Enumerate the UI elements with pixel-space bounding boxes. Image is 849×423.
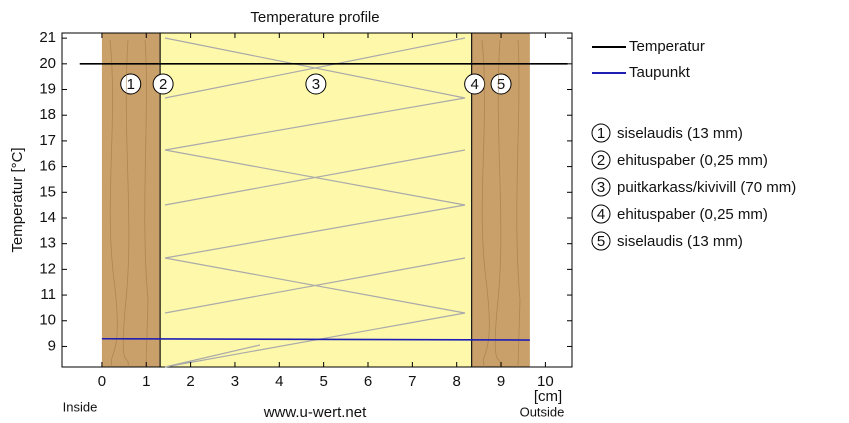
layer-number: 4 (470, 76, 478, 93)
y-tick-label: 21 (39, 29, 56, 46)
layer-number: 2 (159, 76, 167, 93)
wood-grain (109, 39, 149, 368)
x-axis-unit: [cm] (534, 388, 562, 405)
legend-label: Temperatur (629, 38, 705, 55)
x-tick-label: 7 (408, 373, 416, 390)
x-tick-label: 3 (231, 373, 239, 390)
x-tick-label: 5 (319, 373, 327, 390)
layer-marker (490, 73, 512, 95)
legend-number: 5 (597, 233, 605, 250)
inside-label: Inside (63, 399, 98, 414)
layer-number: 5 (497, 76, 505, 93)
legend-marker (591, 204, 611, 224)
legend-marker (591, 231, 611, 251)
decoration (109, 37, 521, 368)
legend-marker (591, 123, 611, 143)
y-tick-label: 11 (40, 286, 56, 303)
x-tick-label: 6 (364, 373, 372, 390)
layer-number: 1 (127, 76, 135, 93)
legend-label: ehituspaber (0,25 mm) (617, 206, 768, 223)
series-line (101, 337, 530, 341)
outside-label: Outside (520, 404, 565, 419)
y-tick-label: 12 (39, 260, 56, 277)
y-tick-label: 17 (39, 132, 56, 149)
plot-frame (61, 32, 573, 368)
legend-label: siselaudis (13 mm) (617, 125, 743, 142)
y-tick-label: 18 (39, 106, 56, 123)
legend-label: Taupunkt (629, 64, 691, 81)
insulation-pattern (164, 37, 466, 368)
legend-marker (591, 177, 611, 197)
legend-number: 2 (597, 152, 605, 169)
y-tick-label: 9 (48, 337, 56, 354)
x-tick-label: 4 (275, 373, 283, 390)
legend-label: puitkarkass/kivivill (70 mm) (617, 179, 796, 196)
layer-marker (305, 73, 327, 95)
x-tick-label: 8 (453, 373, 461, 390)
legend-label: siselaudis (13 mm) (617, 233, 743, 250)
x-tick-label: 0 (98, 373, 106, 390)
wood-grain (481, 39, 521, 368)
y-axis-label: Temperatur [°C] (9, 147, 26, 252)
y-tick-label: 13 (39, 235, 56, 252)
y-tick-label: 19 (39, 80, 56, 97)
x-tick-label: 1 (142, 373, 150, 390)
x-tick-label: 2 (186, 373, 194, 390)
y-tick-label: 10 (39, 312, 56, 329)
chart-title: Temperature profile (250, 9, 379, 26)
legend-number: 4 (597, 206, 605, 223)
layer-marker (152, 73, 174, 95)
legend-label: ehituspaber (0,25 mm) (617, 152, 768, 169)
y-tick-label: 20 (39, 55, 56, 72)
layer-marker (120, 73, 142, 95)
legend-number: 1 (597, 125, 605, 142)
source: www.u-wert.net (263, 404, 367, 421)
x-tick-label: 9 (497, 373, 505, 390)
y-tick-label: 16 (39, 158, 56, 175)
legend-marker (591, 150, 611, 170)
y-tick-label: 15 (39, 183, 56, 200)
y-tick-label: 14 (39, 209, 56, 226)
legend-number: 3 (597, 179, 605, 196)
x-tick-label: 10 (537, 373, 554, 390)
layer-number: 3 (312, 76, 320, 93)
